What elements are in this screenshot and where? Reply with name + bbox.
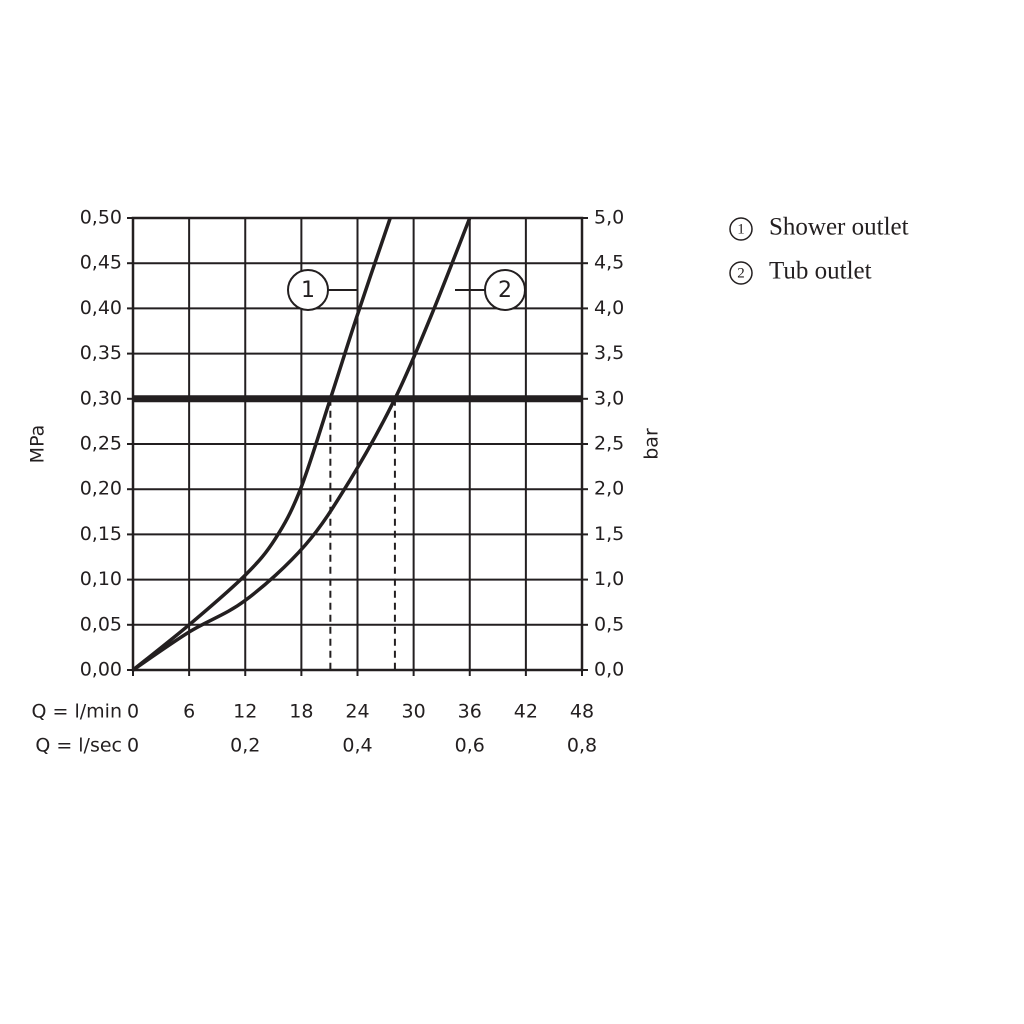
y-tick-label: 0,20 [80,478,122,500]
callout-circle [484,269,526,311]
x-tick-label: 0 [127,701,139,723]
y2-tick-label: 3,5 [594,342,624,364]
x2-tick-label: 0,6 [455,735,485,757]
x2-axis-title: Q = l/sec [35,735,122,757]
y-tick-label: 0,15 [80,523,122,545]
legend-circle [729,217,753,241]
x2-tick-label: 0 [127,735,139,757]
legend-circle [729,261,753,285]
y2-tick-label: 3,0 [594,387,624,409]
y2-tick-label: 5,0 [594,207,624,229]
y2-tick-label: 4,5 [594,252,624,274]
y2-tick-label: 4,0 [594,297,624,319]
y-tick-label: 0,50 [80,207,122,229]
callout-label: 2 [498,278,512,303]
y-tick-label: 0,40 [80,297,122,319]
x-tick-label: 24 [345,701,369,723]
x-tick-label: 12 [233,701,257,723]
y-axis-title: MPa [27,425,49,464]
series-line [131,217,392,672]
x-tick-label: 42 [514,701,538,723]
y2-tick-label: 0,5 [594,613,624,635]
legend-number: 2 [737,265,745,281]
x-axis-title: Q = l/min [32,701,122,723]
y2-tick-label: 0,0 [594,659,624,681]
y-tick-label: 0,30 [80,387,122,409]
x2-tick-label: 0,2 [230,735,260,757]
x2-tick-label: 0,8 [567,735,597,757]
y2-tick-label: 1,5 [594,523,624,545]
callout-circle [287,269,329,311]
y2-axis-title: bar [641,428,663,460]
x-tick-label: 6 [183,701,195,723]
series-line [132,217,472,672]
y-tick-label: 0,25 [80,433,122,455]
legend-number: 1 [737,221,745,237]
x-tick-label: 30 [402,701,426,723]
x-tick-label: 18 [289,701,313,723]
y-tick-label: 0,45 [80,252,122,274]
y2-tick-label: 1,0 [594,568,624,590]
legend-label: Tub outlet [769,258,872,285]
x-tick-label: 36 [458,701,482,723]
y2-tick-label: 2,5 [594,433,624,455]
plot-frame [131,216,584,672]
x2-tick-label: 0,4 [342,735,372,757]
callout-label: 1 [301,278,315,303]
y-tick-label: 0,10 [80,568,122,590]
y-tick-label: 0,00 [80,659,122,681]
y2-tick-label: 2,0 [594,478,624,500]
x-tick-label: 48 [570,701,594,723]
y-tick-label: 0,05 [80,613,122,635]
y-tick-label: 0,35 [80,342,122,364]
legend-label: Shower outlet [769,214,909,241]
